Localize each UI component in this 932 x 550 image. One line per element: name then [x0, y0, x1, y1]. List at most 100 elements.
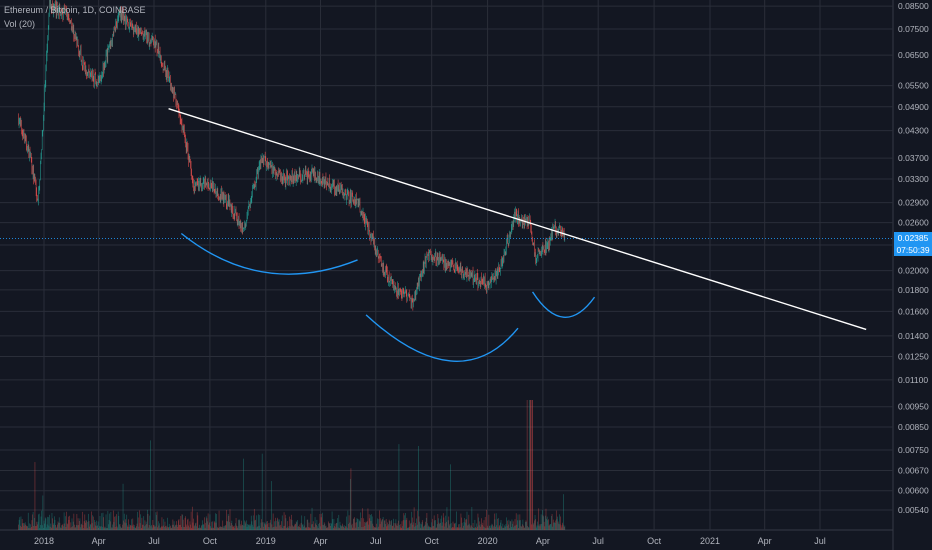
volume-bar: [477, 513, 479, 530]
volume-bar: [57, 524, 58, 530]
volume-bar: [548, 525, 550, 530]
volume-bar: [145, 525, 146, 530]
volume-bar: [83, 521, 85, 530]
y-tick-label: 0.01250: [898, 352, 929, 362]
volume-bar: [142, 524, 144, 530]
volume-bar: [482, 522, 484, 530]
volume-bar: [498, 518, 499, 530]
volume-bar: [78, 520, 80, 530]
volume-bar: [66, 523, 68, 530]
volume-bar: [134, 525, 135, 530]
volume-bar: [160, 527, 162, 530]
volume-bar: [520, 520, 521, 530]
volume-bar: [46, 527, 47, 530]
volume-bar: [457, 527, 459, 530]
volume-bar: [336, 522, 338, 530]
volume-bar: [425, 521, 427, 530]
volume-bar: [314, 527, 315, 530]
volume-bar: [453, 527, 454, 530]
volume-bar: [366, 521, 368, 530]
volume-bar: [30, 526, 32, 530]
x-tick-label: 2020: [478, 536, 498, 546]
volume-bar: [509, 521, 511, 530]
volume-bar: [335, 527, 337, 530]
volume-bar: [315, 523, 317, 530]
arc-drawing: [531, 291, 596, 318]
user-drawings[interactable]: [168, 107, 867, 362]
volume-bar: [212, 521, 213, 530]
volume-bar: [162, 526, 163, 530]
volume-bar: [439, 524, 440, 530]
y-tick-label: 0.00600: [898, 486, 929, 496]
volume-bar: [552, 526, 554, 530]
volume-bar: [97, 521, 99, 530]
volume-bar: [248, 524, 250, 530]
volume-bar: [40, 516, 42, 530]
volume-bar: [283, 512, 285, 530]
volume-bar: [77, 518, 79, 530]
volume-bar: [29, 523, 30, 530]
symbol-title[interactable]: Ethereum / Bitcoin, 1D, COINBASE: [4, 5, 146, 15]
volume-bar: [540, 524, 541, 530]
volume-bar: [154, 526, 156, 530]
volume-bar: [200, 527, 202, 530]
volume-bar: [325, 525, 327, 530]
volume-bar: [49, 514, 50, 530]
volume-bar: [515, 513, 517, 530]
volume-bar: [209, 514, 211, 530]
volume-bar: [564, 525, 566, 530]
volume-bar: [557, 521, 559, 530]
volume-bar: [168, 523, 170, 530]
volume-bar: [490, 525, 492, 530]
x-tick-label: Jul: [148, 536, 160, 546]
volume-bar: [130, 525, 132, 530]
volume-bar: [89, 526, 90, 530]
volume-bar: [114, 527, 116, 530]
volume-bar: [242, 525, 244, 530]
volume-bar: [458, 527, 460, 530]
volume-bar: [408, 520, 410, 530]
volume-bar: [128, 519, 129, 530]
volume-bar: [131, 525, 133, 530]
volume-bar: [122, 483, 124, 530]
volume-bar: [497, 518, 498, 530]
volume-bar: [522, 519, 524, 530]
volume-bar: [514, 525, 515, 530]
volume-bar: [24, 522, 26, 530]
volume-bar: [280, 527, 282, 530]
volume-bar: [271, 524, 273, 530]
volume-bar: [377, 526, 379, 530]
volume-bar: [449, 525, 450, 530]
volume-bar: [250, 515, 252, 530]
volume-bar: [106, 527, 107, 530]
volume-bar: [491, 523, 493, 530]
volume-indicator-label[interactable]: Vol (20): [4, 19, 36, 29]
volume-bar: [466, 519, 467, 530]
volume-bar: [555, 510, 557, 530]
volume-bar: [256, 515, 258, 530]
volume-bar: [112, 524, 114, 530]
volume-bar: [318, 522, 320, 530]
volume-bar: [474, 519, 476, 530]
volume-bar: [159, 527, 161, 530]
volume-bar: [358, 519, 360, 530]
volume-bar: [401, 521, 403, 530]
volume-bar: [446, 507, 448, 530]
volume-bar: [140, 514, 142, 530]
volume-bar: [77, 525, 78, 530]
volume-bar: [353, 518, 355, 530]
volume-bar: [441, 515, 442, 530]
volume-bar: [262, 522, 264, 530]
volume-bar: [381, 519, 383, 530]
volume-bar: [25, 524, 27, 530]
volume-bar: [529, 400, 531, 530]
volume-bar: [267, 526, 269, 530]
volume-bar: [394, 527, 396, 530]
volume-bar: [276, 526, 278, 530]
y-tick-label: 0.04900: [898, 102, 929, 112]
volume-bar: [84, 514, 86, 530]
volume-bar: [494, 519, 496, 530]
volume-bar: [345, 526, 347, 530]
volume-bar: [132, 518, 134, 530]
